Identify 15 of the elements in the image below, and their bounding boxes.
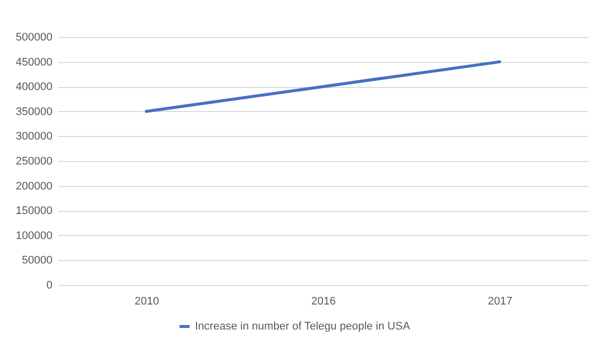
x-tick-label: 2017 — [488, 296, 512, 308]
y-tick-label: 500000 — [16, 32, 52, 44]
x-tick-label: 2010 — [134, 296, 160, 308]
y-tick-label: 50000 — [22, 254, 52, 267]
legend-label: Increase in number of Telegu people in USA — [195, 320, 411, 332]
y-tick-label: 100000 — [16, 230, 52, 242]
y-tick-label: 200000 — [16, 180, 52, 192]
y-tick-label: 350000 — [16, 106, 52, 118]
y-tick-label: 300000 — [16, 130, 52, 143]
y-tick-label: 450000 — [16, 56, 52, 68]
x-tick-label: 2016 — [311, 296, 336, 308]
y-tick-label: 250000 — [16, 156, 52, 168]
y-tick-label: 150000 — [16, 205, 52, 218]
y-tick-label: 0 — [46, 280, 52, 292]
y-tick-label: 400000 — [16, 81, 52, 94]
